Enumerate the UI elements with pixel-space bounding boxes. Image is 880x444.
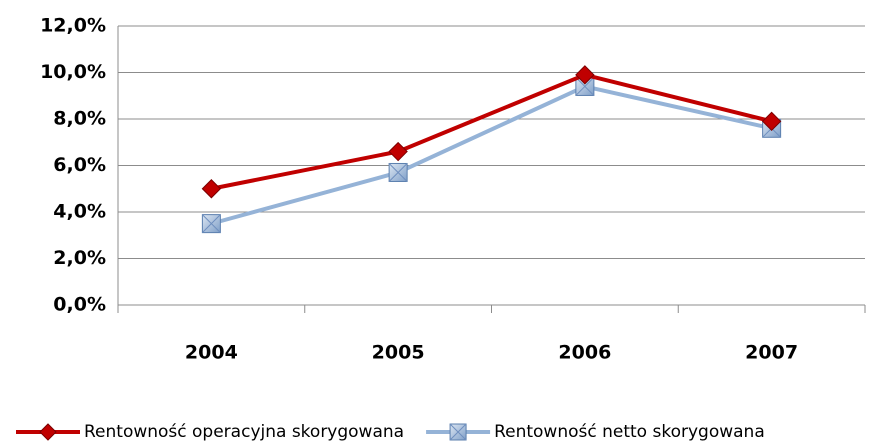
legend-label: Rentowność netto skorygowana (494, 422, 765, 442)
x-tick-label: 2006 (558, 342, 611, 364)
marker (388, 162, 408, 182)
marker-cross (202, 214, 221, 233)
series-line (210, 72, 773, 191)
marker (388, 141, 408, 162)
x-tick-label: 2007 (745, 342, 798, 364)
x-tick-label: 2004 (185, 342, 238, 364)
y-tick-label: 6,0% (53, 154, 106, 176)
marker-cross (575, 77, 595, 96)
marker (575, 65, 595, 85)
marker (761, 111, 782, 132)
marker (201, 214, 221, 234)
marker (449, 423, 467, 441)
marker-cross (449, 423, 467, 441)
y-tick-label: 0,0% (53, 294, 106, 316)
y-tick-label: 12,0% (40, 15, 106, 37)
y-tick-label: 8,0% (53, 108, 106, 130)
y-tick-label: 10,0% (40, 61, 106, 83)
legend-label: Rentowność operacyjna skorygowana (84, 422, 404, 442)
marker-cross (388, 163, 408, 182)
marker (575, 76, 595, 96)
x-tick-label: 2005 (372, 342, 425, 364)
marker (201, 179, 222, 199)
marker (39, 423, 57, 441)
series-line (210, 84, 773, 226)
y-tick-label: 4,0% (53, 201, 106, 223)
y-tick-label: 2,0% (53, 247, 106, 269)
